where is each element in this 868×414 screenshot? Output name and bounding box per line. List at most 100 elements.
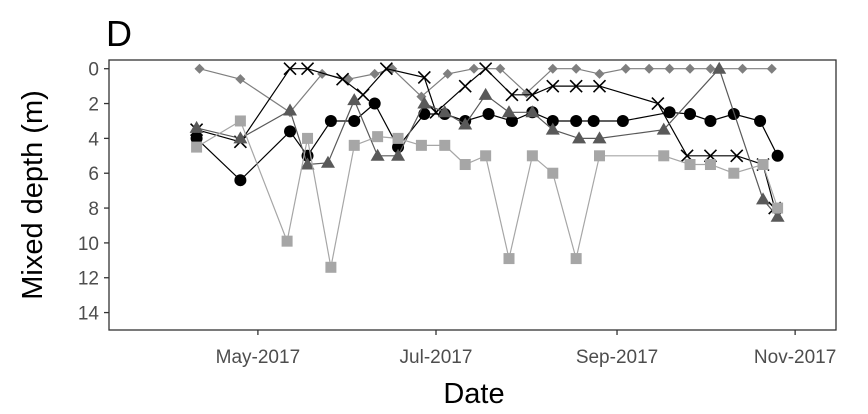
y-tick-label: 8 <box>88 199 99 220</box>
data-point <box>194 63 205 74</box>
data-point <box>283 103 298 116</box>
data-point <box>368 97 381 110</box>
data-point <box>320 155 335 168</box>
data-point <box>501 105 516 118</box>
data-point <box>302 132 314 144</box>
data-point <box>191 141 203 153</box>
data-point <box>300 157 315 170</box>
data-point <box>620 63 631 74</box>
plot-border <box>108 59 837 331</box>
data-point <box>594 68 605 79</box>
data-point <box>437 105 452 118</box>
series-circle <box>190 97 784 187</box>
data-point <box>324 114 337 127</box>
data-point <box>587 114 600 127</box>
data-point <box>705 63 716 74</box>
panel-label: D <box>106 13 132 54</box>
data-point <box>545 122 560 135</box>
data-point <box>458 79 472 93</box>
data-point <box>348 114 361 127</box>
data-point <box>757 159 769 171</box>
data-point <box>547 63 558 74</box>
data-point <box>503 253 515 265</box>
data-point <box>495 63 506 74</box>
data-point <box>704 159 716 171</box>
data-point <box>284 125 297 138</box>
data-point <box>235 74 246 85</box>
data-point <box>392 132 404 144</box>
y-axis: 0 2 4 6 8 10 12 14 <box>78 60 109 325</box>
data-point <box>569 79 583 93</box>
x-axis: May-2017 Jul-2017 Sep-2017 Nov-2017 <box>216 330 836 368</box>
y-axis-title: Mixed depth (m) <box>17 90 49 300</box>
data-point <box>505 88 519 102</box>
data-point <box>480 150 492 162</box>
data-point <box>658 150 670 162</box>
data-point <box>754 114 767 127</box>
series-layer <box>189 61 785 273</box>
data-point <box>737 63 748 74</box>
data-point <box>546 114 559 127</box>
data-point <box>417 96 432 109</box>
data-point <box>482 108 495 120</box>
data-point <box>356 88 370 102</box>
y-tick-label: 4 <box>88 129 99 150</box>
data-point <box>234 115 246 127</box>
data-point <box>685 63 696 74</box>
y-tick-label: 12 <box>78 269 99 290</box>
data-point <box>281 235 293 247</box>
series-line <box>196 67 776 209</box>
data-point <box>458 117 473 130</box>
x-tick-label: Sep-2017 <box>576 347 658 368</box>
x-tick-label: Jul-2017 <box>400 347 473 368</box>
data-point <box>704 114 717 127</box>
series-x <box>190 62 782 215</box>
data-point <box>505 114 518 127</box>
data-point <box>651 96 665 111</box>
data-point <box>656 122 671 135</box>
data-point <box>479 62 493 76</box>
data-point <box>468 63 479 74</box>
data-point <box>525 88 539 102</box>
data-point <box>283 62 297 76</box>
data-point <box>570 253 582 265</box>
y-tick-label: 10 <box>78 234 99 255</box>
x-axis-title: Date <box>443 378 504 410</box>
y-tick-label: 6 <box>88 164 99 185</box>
data-point <box>546 79 560 93</box>
data-point <box>325 261 337 273</box>
data-point <box>336 72 350 86</box>
series-square <box>191 115 784 273</box>
data-point <box>730 149 744 163</box>
data-point <box>570 114 583 127</box>
data-point <box>728 167 740 179</box>
data-point <box>526 150 538 162</box>
y-tick-label: 14 <box>78 304 100 325</box>
data-point <box>189 120 204 133</box>
data-point <box>571 63 582 74</box>
data-point <box>684 159 696 171</box>
data-point <box>417 70 431 84</box>
data-point <box>770 209 785 222</box>
data-point <box>684 108 697 120</box>
data-point <box>525 105 540 118</box>
y-tick-label: 0 <box>88 60 99 81</box>
data-point <box>572 131 587 144</box>
data-point <box>415 139 427 151</box>
data-point <box>771 149 784 162</box>
data-point <box>233 131 248 144</box>
data-point <box>317 68 328 79</box>
data-point <box>234 174 247 187</box>
data-point <box>439 139 451 151</box>
data-point <box>379 62 393 76</box>
data-point <box>663 106 676 119</box>
data-point <box>418 108 431 120</box>
data-point <box>190 132 203 145</box>
x-tick-label: May-2017 <box>216 347 301 368</box>
x-tick-label: Nov-2017 <box>754 347 836 368</box>
data-point <box>391 148 406 161</box>
data-point <box>766 63 777 74</box>
data-point <box>594 150 606 162</box>
data-point <box>372 131 384 143</box>
